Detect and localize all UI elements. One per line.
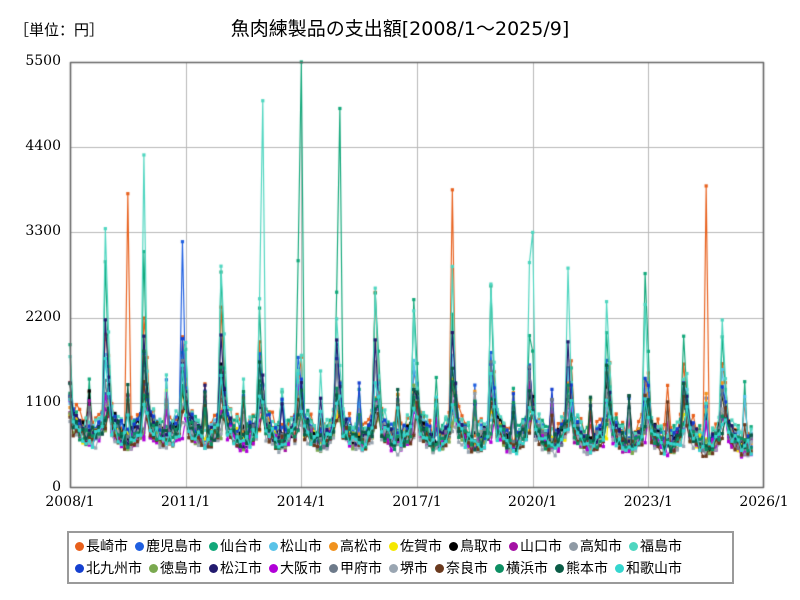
legend-swatch-dot-icon <box>569 542 578 551</box>
legend-swatch-dot-icon <box>555 564 564 573</box>
legend-label: 北九州市 <box>86 560 142 577</box>
legend-label: 仙台市 <box>220 538 262 555</box>
legend-label: 徳島市 <box>160 560 202 577</box>
legend-swatch-dot-icon <box>329 564 338 573</box>
legend-item[interactable]: 長崎市 <box>75 539 128 555</box>
legend-label: 横浜市 <box>506 560 548 577</box>
y-axis-tick: 1100 <box>25 393 61 410</box>
legend-label: 奈良市 <box>446 560 488 577</box>
legend-item[interactable]: 北九州市 <box>75 561 142 577</box>
chart-legend: 長崎市 鹿児島市 仙台市 松山市 高松市 佐賀市 鳥取市 山口市 高知市 福島市北九州市 徳島市 松江… <box>67 531 734 584</box>
legend-label: 山口市 <box>520 538 562 555</box>
legend-item[interactable]: 鹿児島市 <box>135 539 202 555</box>
legend-swatch-dot-icon <box>269 564 278 573</box>
legend-label: 松江市 <box>220 560 262 577</box>
legend-row: 北九州市 徳島市 松江市 大阪市 甲府市 堺市 奈良市 横浜市 熊本市 和歌山市 <box>75 558 726 580</box>
legend-swatch-dot-icon <box>149 564 158 573</box>
legend-item[interactable]: 福島市 <box>629 539 682 555</box>
legend-swatch-dot-icon <box>389 564 398 573</box>
legend-label: 甲府市 <box>340 560 382 577</box>
legend-label: 鳥取市 <box>460 538 502 555</box>
legend-item[interactable]: 松山市 <box>269 539 322 555</box>
legend-item[interactable]: 山口市 <box>509 539 562 555</box>
legend-swatch-dot-icon <box>615 564 624 573</box>
y-axis-tick: 5500 <box>25 53 61 69</box>
legend-label: 堺市 <box>400 560 428 577</box>
legend-swatch-dot-icon <box>135 542 144 551</box>
legend-label: 福島市 <box>640 538 682 555</box>
legend-item[interactable]: 大阪市 <box>269 561 322 577</box>
y-axis-tick: 2200 <box>25 308 61 325</box>
legend-label: 松山市 <box>280 538 322 555</box>
x-axis-tick: 2008/1 <box>45 494 95 510</box>
legend-swatch-dot-icon <box>389 542 398 551</box>
x-axis-tick: 2017/1 <box>392 494 442 510</box>
legend-label: 熊本市 <box>566 560 608 577</box>
legend-swatch-dot-icon <box>509 542 518 551</box>
legend-item[interactable]: 堺市 <box>389 561 428 577</box>
legend-item[interactable]: 熊本市 <box>555 561 608 577</box>
legend-label: 大阪市 <box>280 560 322 577</box>
x-axis-tick: 2023/1 <box>623 494 673 510</box>
legend-row: 長崎市 鹿児島市 仙台市 松山市 高松市 佐賀市 鳥取市 山口市 高知市 福島市 <box>75 536 726 558</box>
legend-item[interactable]: 仙台市 <box>209 539 262 555</box>
legend-swatch-dot-icon <box>495 564 504 573</box>
legend-swatch-dot-icon <box>75 564 84 573</box>
legend-swatch-dot-icon <box>269 542 278 551</box>
legend-swatch-dot-icon <box>449 542 458 551</box>
legend-item[interactable]: 高松市 <box>329 539 382 555</box>
legend-item[interactable]: 横浜市 <box>495 561 548 577</box>
legend-swatch-dot-icon <box>209 542 218 551</box>
legend-swatch-dot-icon <box>75 542 84 551</box>
legend-item[interactable]: 鳥取市 <box>449 539 502 555</box>
legend-label: 和歌山市 <box>626 560 682 577</box>
y-axis-tick: 0 <box>52 479 61 495</box>
legend-label: 鹿児島市 <box>146 538 202 555</box>
y-axis-tick: 4400 <box>25 138 61 155</box>
legend-item[interactable]: 佐賀市 <box>389 539 442 555</box>
legend-label: 高知市 <box>580 538 622 555</box>
legend-swatch-dot-icon <box>435 564 444 573</box>
legend-item[interactable]: 甲府市 <box>329 561 382 577</box>
x-axis-tick: 2011/1 <box>161 494 211 510</box>
legend-item[interactable]: 高知市 <box>569 539 622 555</box>
x-axis-tick: 2026/1 <box>739 494 789 510</box>
legend-item[interactable]: 和歌山市 <box>615 561 682 577</box>
legend-swatch-dot-icon <box>209 564 218 573</box>
legend-label: 長崎市 <box>86 538 128 555</box>
legend-label: 高松市 <box>340 538 382 555</box>
legend-swatch-dot-icon <box>629 542 638 551</box>
y-axis-tick: 3300 <box>25 223 61 240</box>
legend-swatch-dot-icon <box>329 542 338 551</box>
legend-item[interactable]: 松江市 <box>209 561 262 577</box>
legend-label: 佐賀市 <box>400 538 442 555</box>
x-axis-tick: 2014/1 <box>276 494 326 510</box>
legend-item[interactable]: 徳島市 <box>149 561 202 577</box>
legend-item[interactable]: 奈良市 <box>435 561 488 577</box>
x-axis-tick: 2020/1 <box>508 494 558 510</box>
